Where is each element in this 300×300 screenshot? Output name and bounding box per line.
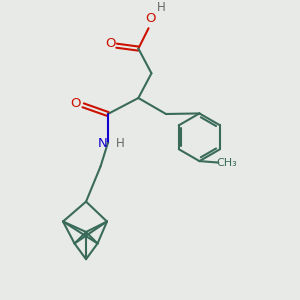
Text: O: O xyxy=(145,12,155,25)
Text: H: H xyxy=(116,136,124,150)
Text: CH₃: CH₃ xyxy=(216,158,237,168)
Text: O: O xyxy=(105,37,116,50)
Text: H: H xyxy=(156,2,165,14)
Text: O: O xyxy=(70,97,81,110)
Text: N: N xyxy=(98,136,107,150)
